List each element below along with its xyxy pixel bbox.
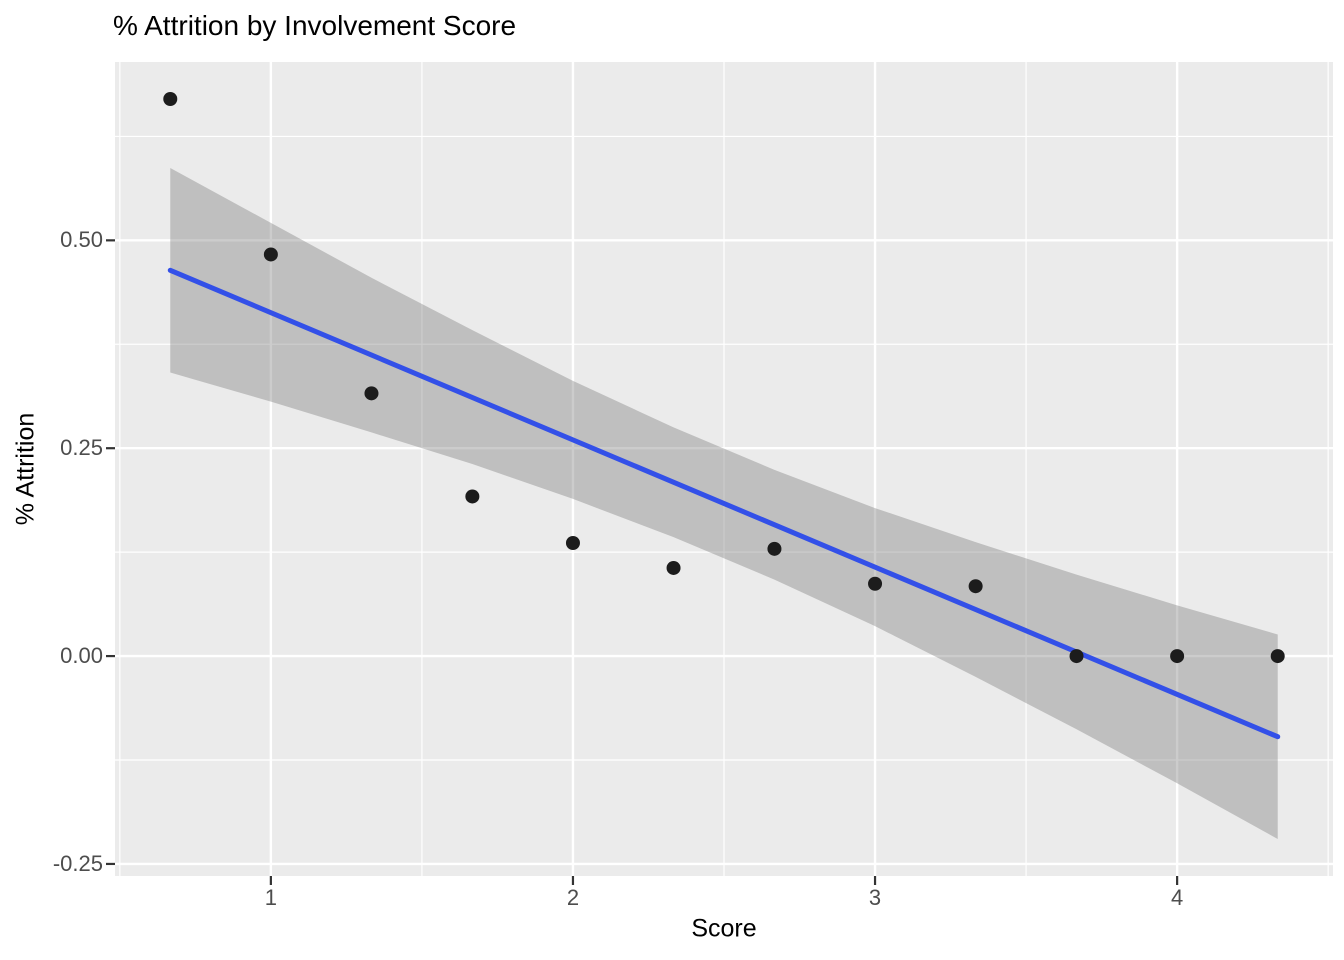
x-tick-label: 1 [264, 885, 277, 910]
chart-title: % Attrition by Involvement Score [113, 10, 517, 41]
data-point [1069, 649, 1084, 664]
y-tick-label: -0.25 [52, 850, 103, 876]
data-point [465, 489, 480, 504]
x-axis-title: Score [691, 914, 757, 943]
y-tick-label: 0.25 [60, 435, 103, 461]
data-point [767, 541, 782, 556]
data-point [1170, 649, 1185, 664]
data-points [163, 92, 1285, 664]
x-tick-label: 2 [566, 885, 580, 910]
data-point [565, 536, 580, 550]
data-point [868, 576, 883, 591]
minor-gridlines [115, 62, 1333, 876]
axis-tick-marks [106, 239, 1179, 885]
trend-line [167, 267, 1281, 740]
x-tick-label: 3 [868, 885, 882, 910]
data-point [364, 386, 379, 401]
data-point [263, 247, 278, 262]
y-tick-label: 0.00 [60, 643, 103, 669]
data-point [163, 92, 178, 106]
data-point [1270, 649, 1285, 664]
x-tick-label: 4 [1171, 885, 1184, 910]
data-point [968, 579, 983, 594]
y-tick-label: 0.50 [60, 227, 103, 253]
data-point [666, 560, 681, 575]
major-gridlines [115, 62, 1333, 876]
